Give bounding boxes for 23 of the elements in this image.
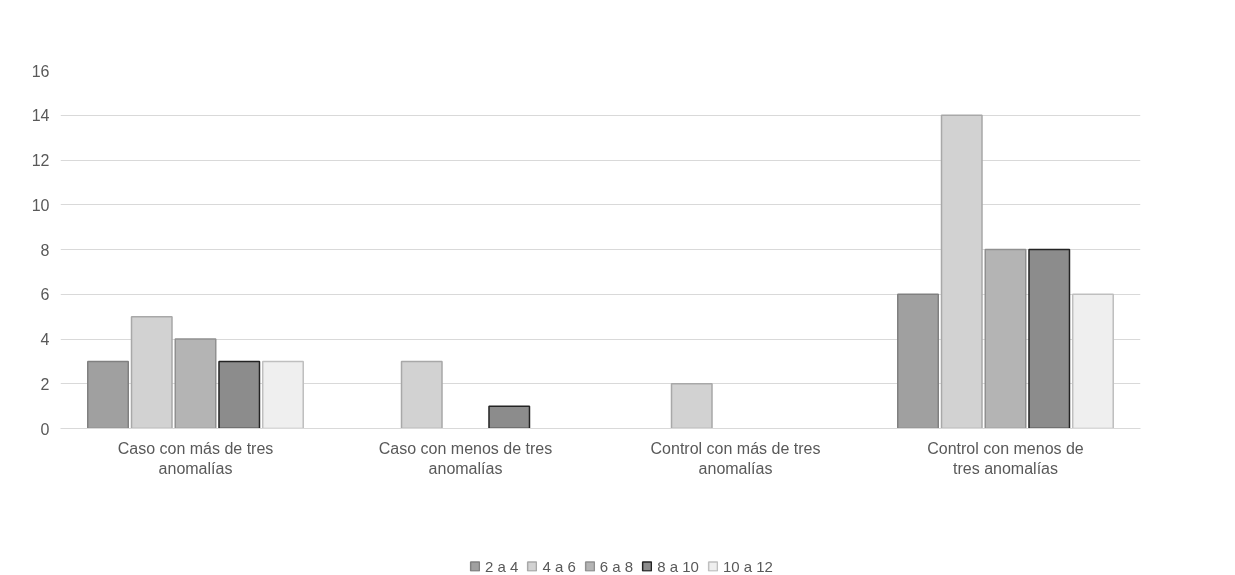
y-tick-label: 14 (31, 107, 50, 125)
bar (897, 293, 940, 429)
bar (488, 405, 531, 429)
y-tick-label: 12 (31, 152, 50, 169)
y-tick-label: 2 (40, 375, 50, 393)
y-tick-label: 0 (40, 420, 50, 438)
y-tick-label: 4 (40, 331, 50, 348)
y-tick-label: 16 (31, 62, 50, 80)
y-tick-label: 6 (40, 286, 50, 304)
x-tick-label: Caso con más de tres anomalías (117, 439, 274, 477)
legend-label: 6 a 8 (599, 557, 634, 574)
bar (261, 360, 304, 429)
y-tick-label: 10 (31, 196, 50, 214)
legend-label: 10 a 12 (722, 557, 773, 574)
legend-label: 2 a 4 (485, 557, 519, 574)
bar (1071, 293, 1114, 429)
x-tick-label: Control con más de tres anomalías (650, 439, 821, 477)
bar (87, 360, 130, 429)
legend-label: 4 a 6 (542, 557, 576, 574)
x-tick-label: Caso con menos de tres anomalías (378, 439, 553, 477)
y-tick-label: 8 (40, 241, 50, 259)
x-tick-label: Control con menos de tres anomalías (927, 439, 1084, 477)
legend-label: 8 a 10 (657, 557, 699, 574)
